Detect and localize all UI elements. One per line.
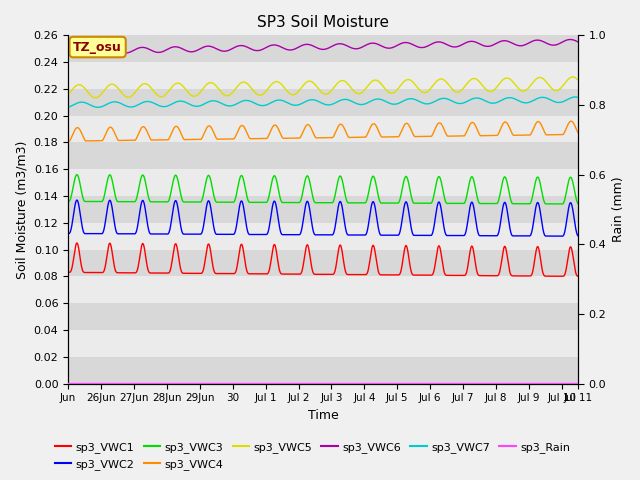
Bar [68,116,579,143]
Legend: sp3_VWC1, sp3_VWC2, sp3_VWC3, sp3_VWC4, sp3_VWC5, sp3_VWC6, sp3_VWC7, sp3_Rain: sp3_VWC1, sp3_VWC2, sp3_VWC3, sp3_VWC4, … [51,438,575,474]
Bar [68,196,579,223]
Bar [68,169,579,196]
Bar [68,303,579,330]
Bar [68,36,579,62]
Bar [68,223,579,250]
Bar [68,62,579,89]
Bar [68,357,579,384]
Title: SP3 Soil Moisture: SP3 Soil Moisture [257,15,389,30]
Text: TZ_osu: TZ_osu [73,40,122,54]
Bar [68,250,579,276]
X-axis label: Time: Time [308,409,339,422]
Y-axis label: Soil Moisture (m3/m3): Soil Moisture (m3/m3) [15,140,28,278]
Bar [68,330,579,357]
Y-axis label: Rain (mm): Rain (mm) [612,177,625,242]
Bar [68,89,579,116]
Bar [68,276,579,303]
Bar [68,143,579,169]
